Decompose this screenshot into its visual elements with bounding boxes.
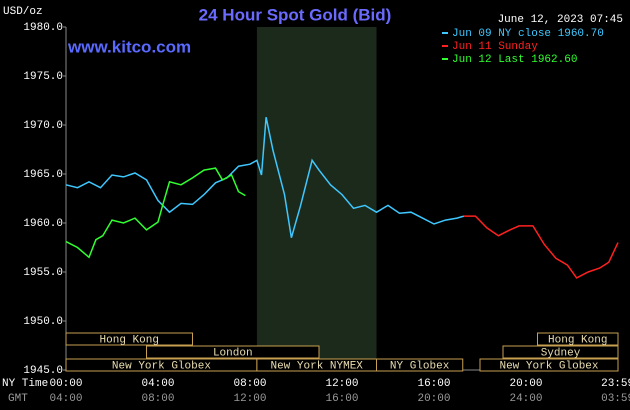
legend-label: Jun 12 Last 1962.60 <box>452 54 577 66</box>
source-label: www.kitco.com <box>67 37 191 56</box>
y-tick-label: 1965.0 <box>23 169 63 181</box>
date-label: June 12, 2023 07:45 <box>498 14 623 26</box>
legend-label: Jun 09 NY close 1960.70 <box>452 28 604 40</box>
x-tick-label: 12:00 <box>325 378 358 390</box>
chart-title: 24 Hour Spot Gold (Bid) <box>199 5 392 24</box>
y-tick-label: 1960.0 <box>23 218 63 230</box>
session-label: New York NYMEX <box>270 360 363 372</box>
session-label: Hong Kong <box>548 334 607 346</box>
x-tick-label: 16:00 <box>417 378 450 390</box>
x-tick-label: 08:00 <box>233 378 266 390</box>
x2-tick-label: 04:00 <box>49 393 82 405</box>
x2-tick-label: 16:00 <box>325 393 358 405</box>
x-axis-label: NY Time <box>2 378 48 390</box>
y-tick-label: 1955.0 <box>23 267 63 279</box>
x-tick-label: 23:59 <box>601 378 630 390</box>
session-label: New York Globex <box>499 360 598 372</box>
session-box <box>502 345 619 359</box>
session-label: NY Globex <box>390 360 450 372</box>
session-label: New York Globex <box>112 360 211 372</box>
session-box <box>146 345 320 359</box>
x2-tick-label: 03:59 <box>601 393 630 405</box>
x2-tick-label: 12:00 <box>233 393 266 405</box>
x-tick-label: 20:00 <box>509 378 542 390</box>
x2-tick-label: 08:00 <box>141 393 174 405</box>
session-box <box>537 332 619 346</box>
session-label: Sydney <box>541 347 581 359</box>
y-axis-label: USD/oz <box>3 6 43 18</box>
x2-tick-label: 24:00 <box>509 393 542 405</box>
y-tick-label: 1970.0 <box>23 120 63 132</box>
session-label: London <box>213 347 253 359</box>
x-tick-label: 00:00 <box>49 378 82 390</box>
series-line <box>463 215 619 279</box>
y-tick-label: 1950.0 <box>23 316 63 328</box>
series-line <box>65 167 246 259</box>
x2-axis-label: GMT <box>8 393 28 405</box>
y-tick-label: 1945.0 <box>23 365 63 377</box>
y-tick-label: 1975.0 <box>23 71 63 83</box>
series-line <box>65 117 465 238</box>
legend-label: Jun 11 Sunday <box>452 41 538 53</box>
x-tick-label: 04:00 <box>141 378 174 390</box>
session-box <box>65 332 193 346</box>
session-box <box>376 358 464 372</box>
session-shade <box>256 27 377 370</box>
session-box <box>479 358 619 372</box>
y-tick-label: 1980.0 <box>23 22 63 34</box>
x2-tick-label: 20:00 <box>417 393 450 405</box>
session-label: Hong Kong <box>100 334 159 346</box>
